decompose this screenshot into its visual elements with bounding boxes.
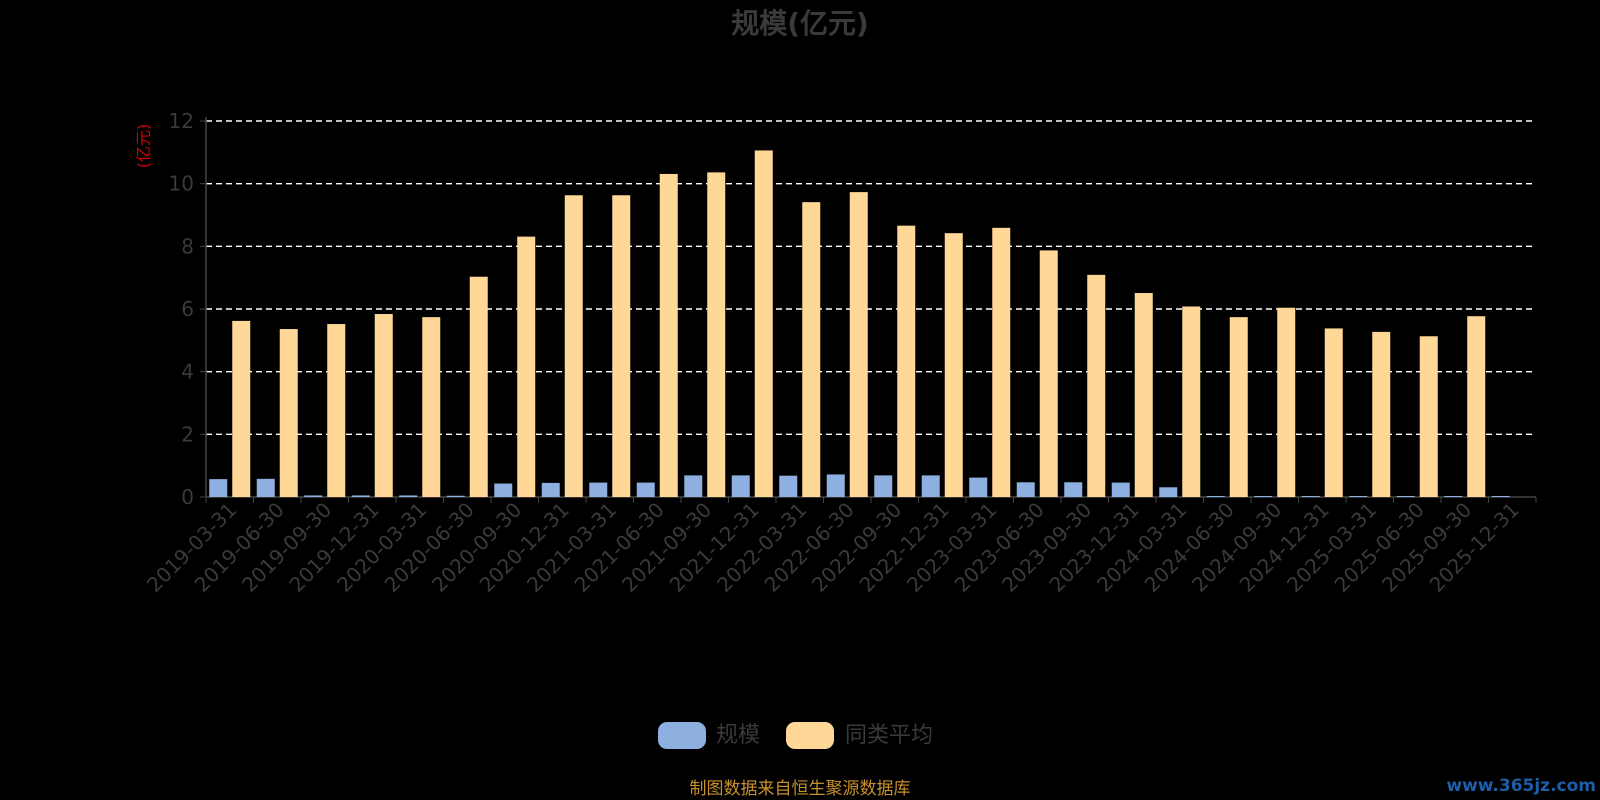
bar-scale[interactable] (684, 475, 703, 497)
bar-scale[interactable] (541, 482, 560, 497)
bar-average[interactable] (849, 192, 868, 498)
bar-scale[interactable] (256, 478, 275, 497)
bars (209, 150, 1510, 498)
bar-average[interactable] (517, 236, 536, 497)
bar-scale[interactable] (351, 495, 370, 497)
bar-average[interactable] (1324, 328, 1343, 497)
bar-average[interactable] (802, 202, 821, 498)
bar-scale[interactable] (921, 475, 940, 497)
legend-swatch-scale (658, 722, 706, 749)
bar-scale[interactable] (1491, 496, 1510, 497)
bar-average[interactable] (897, 225, 916, 498)
x-axis-ticks: 2019-03-312019-06-302019-09-302019-12-31… (142, 497, 1537, 597)
bar-scale[interactable] (209, 479, 228, 497)
bar-average[interactable] (944, 233, 963, 497)
bar-scale[interactable] (1254, 496, 1273, 497)
bar-average[interactable] (659, 173, 678, 497)
bar-scale[interactable] (589, 482, 608, 497)
bar-scale[interactable] (446, 495, 465, 497)
bar-average[interactable] (707, 172, 726, 498)
bar-scale[interactable] (1064, 482, 1083, 497)
bar-average[interactable] (564, 195, 583, 497)
legend-item-average[interactable]: 同类平均 (786, 722, 933, 749)
y-tick-label: 4 (181, 360, 194, 384)
bar-scale[interactable] (826, 474, 845, 497)
bar-scale[interactable] (304, 495, 323, 497)
bar-average[interactable] (1467, 316, 1486, 497)
bar-average[interactable] (232, 320, 251, 497)
bar-scale[interactable] (1444, 496, 1463, 497)
bar-average[interactable] (422, 317, 441, 497)
bar-average[interactable] (1039, 250, 1058, 497)
bar-average[interactable] (754, 150, 773, 497)
y-tick-label: 2 (181, 422, 194, 446)
bar-scale[interactable] (779, 475, 798, 497)
bar-average[interactable] (1277, 307, 1296, 497)
data-source-note: 制图数据来自恒生聚源数据库 (690, 779, 911, 799)
bar-scale[interactable] (1016, 482, 1035, 497)
bar-scale[interactable] (1111, 482, 1130, 497)
bar-scale[interactable] (1396, 496, 1415, 497)
chart-title: 规模(亿元) (731, 7, 869, 40)
bar-average[interactable] (1372, 331, 1391, 497)
bar-scale[interactable] (399, 495, 418, 497)
legend-label-average: 同类平均 (845, 723, 933, 748)
y-tick-label: 0 (181, 485, 194, 509)
bar-average[interactable] (279, 329, 298, 497)
legend-label-scale: 规模 (716, 723, 760, 748)
bar-average[interactable] (992, 227, 1011, 497)
bar-scale[interactable] (969, 477, 988, 497)
legend-swatch-average (786, 722, 834, 749)
bar-average[interactable] (612, 195, 631, 497)
bar-average[interactable] (1419, 336, 1438, 497)
bar-scale[interactable] (1159, 487, 1178, 497)
y-tick-label: 6 (181, 297, 194, 321)
bar-average[interactable] (469, 276, 488, 497)
legend-item-scale[interactable]: 规模 (658, 722, 760, 749)
bar-scale[interactable] (874, 475, 893, 497)
bar-average[interactable] (327, 324, 346, 497)
y-tick-label: 12 (169, 109, 194, 133)
bar-scale[interactable] (494, 483, 513, 497)
bar-average[interactable] (1134, 293, 1153, 497)
bar-scale[interactable] (1206, 496, 1225, 497)
bar-scale[interactable] (731, 475, 750, 497)
legend[interactable]: 规模 同类平均 (658, 722, 933, 749)
bar-scale[interactable] (1301, 496, 1320, 497)
bar-average[interactable] (374, 314, 393, 497)
y-tick-label: 10 (169, 172, 194, 196)
y-axis-unit-label: (亿元) (134, 124, 153, 169)
y-axis-ticks: 0 2 4 6 8 10 12 (169, 109, 206, 509)
bar-scale[interactable] (636, 482, 655, 497)
bar-average[interactable] (1229, 317, 1248, 497)
watermark[interactable]: www.365jz.com (1446, 776, 1596, 796)
bar-scale[interactable] (1349, 496, 1368, 497)
bar-average[interactable] (1182, 306, 1201, 497)
bar-average[interactable] (1087, 274, 1106, 497)
y-tick-label: 8 (181, 234, 194, 258)
